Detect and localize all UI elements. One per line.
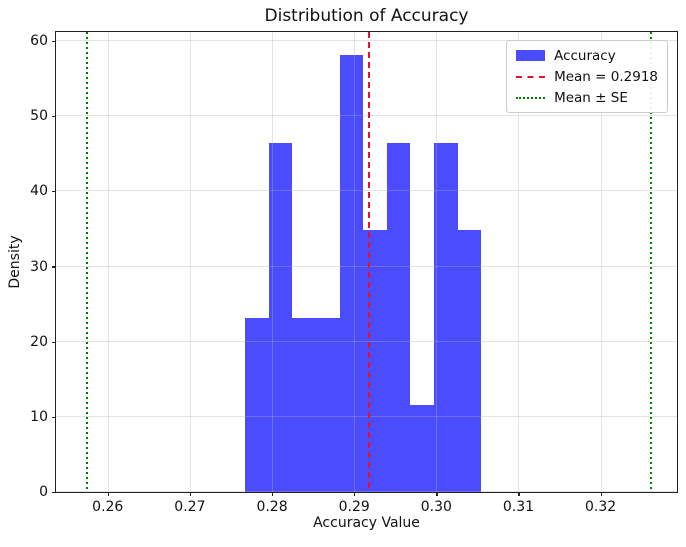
chart-title: Distribution of Accuracy	[264, 6, 469, 26]
x-tick	[189, 492, 192, 496]
x-tick-label: 0.29	[338, 499, 370, 515]
mean-se-line	[649, 32, 652, 492]
x-tick	[272, 492, 274, 496]
x-tick	[107, 492, 109, 496]
y-tick	[52, 40, 56, 43]
x-axis-label: Accuracy Value	[313, 515, 420, 531]
x-tick	[518, 492, 520, 496]
histogram-bar	[268, 142, 293, 492]
y-gridline	[56, 190, 677, 192]
mean-line	[367, 32, 370, 492]
histogram-bar	[315, 317, 340, 492]
y-gridline	[56, 40, 677, 42]
y-tick-label: 0	[39, 484, 48, 500]
x-gridline	[600, 32, 602, 492]
histogram-bar	[457, 230, 482, 492]
legend-label: Mean = 0.2918	[554, 68, 658, 85]
legend-label: Mean ± SE	[554, 89, 628, 106]
y-gridline	[56, 415, 677, 417]
y-tick-label: 60	[30, 33, 48, 50]
y-tick-label: 10	[30, 408, 48, 425]
legend-item-mean-se: Mean ± SE	[516, 89, 658, 106]
x-gridline	[107, 32, 109, 492]
legend-label: Accuracy	[554, 47, 616, 64]
x-tick-label: 0.26	[92, 499, 124, 515]
y-tick-label: 30	[30, 258, 48, 275]
mean-se-dotted-line-swatch	[516, 96, 546, 99]
y-tick	[52, 491, 56, 493]
histogram-bar	[433, 142, 458, 492]
x-tick-label: 0.27	[174, 499, 206, 515]
y-tick-label: 40	[30, 183, 48, 200]
histogram-bar	[363, 230, 387, 492]
x-tick-label: 0.30	[420, 499, 452, 515]
y-tick-label: 50	[30, 108, 48, 125]
y-tick	[52, 341, 56, 343]
x-gridline	[272, 32, 274, 492]
y-gridline	[56, 491, 677, 492]
x-gridline	[436, 32, 438, 492]
y-gridline	[56, 265, 677, 267]
legend-item-mean: Mean = 0.2918	[516, 68, 658, 85]
x-tick-label: 0.28	[256, 499, 288, 515]
x-gridline	[189, 32, 191, 492]
histogram-bar	[410, 404, 434, 492]
mean-dashed-line-swatch	[516, 75, 546, 78]
histogram-bar	[292, 317, 316, 492]
accuracy-patch-swatch	[516, 50, 546, 61]
y-axis-label: Density	[7, 235, 23, 289]
x-tick	[600, 492, 602, 496]
histogram-bar	[386, 142, 411, 492]
x-tick-label: 0.31	[502, 499, 535, 515]
x-tick	[354, 492, 356, 496]
y-tick-label: 20	[30, 333, 48, 350]
y-tick	[52, 266, 56, 268]
x-gridline	[354, 32, 356, 492]
y-tick	[52, 191, 56, 193]
mean-se-line	[86, 32, 89, 492]
x-gridline	[518, 32, 520, 492]
y-tick	[52, 116, 56, 118]
histogram-bar	[245, 317, 269, 492]
y-gridline	[56, 340, 677, 342]
x-tick-label: 0.32	[585, 499, 617, 515]
legend-item-accuracy: Accuracy	[516, 47, 658, 64]
histogram-bar	[339, 55, 364, 492]
x-tick	[436, 492, 438, 496]
legend: Accuracy Mean = 0.2918 Mean ± SE	[506, 40, 668, 113]
y-tick	[52, 416, 56, 418]
y-gridline	[56, 115, 677, 117]
plot-area: Accuracy Mean = 0.2918 Mean ± SE 0.26 0.2…	[30, 31, 678, 515]
